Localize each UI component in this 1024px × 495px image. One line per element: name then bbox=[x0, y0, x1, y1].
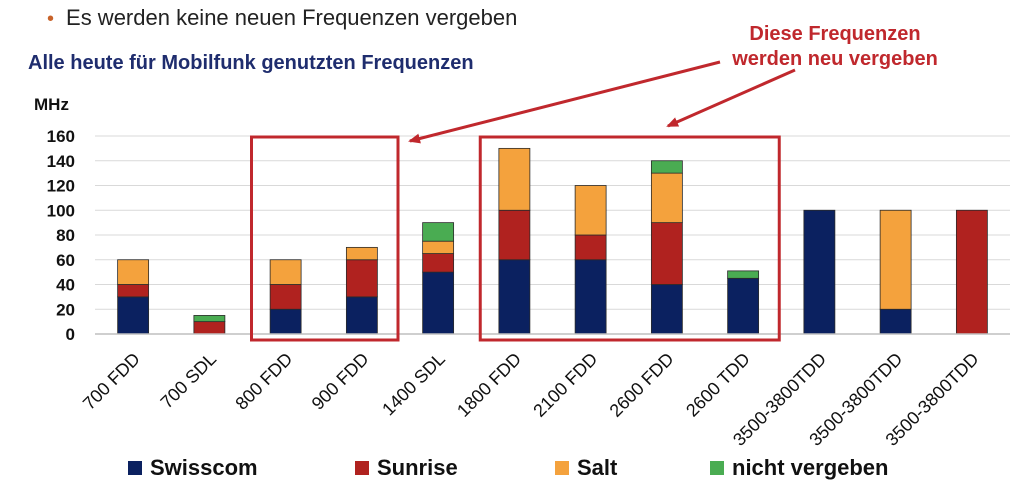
bar-segment-swisscom bbox=[879, 308, 912, 335]
bar-segment-sunrise bbox=[193, 321, 226, 335]
bar-segment-sunrise bbox=[269, 284, 302, 310]
highlight-box bbox=[478, 135, 781, 342]
y-tick-label: 100 bbox=[47, 201, 75, 220]
legend-swatch bbox=[128, 461, 142, 475]
bar-segment-salt bbox=[269, 259, 302, 285]
y-tick-label: 120 bbox=[47, 177, 75, 196]
y-tick-label: 20 bbox=[56, 300, 75, 319]
bar-segment-swisscom bbox=[422, 271, 455, 335]
legend-item: Sunrise bbox=[355, 455, 458, 481]
annotation-line-1: Diese Frequenzen bbox=[749, 23, 921, 45]
legend-label: nicht vergeben bbox=[732, 455, 889, 480]
bar-segment-salt bbox=[879, 209, 912, 310]
bar-segment-swisscom bbox=[345, 296, 378, 335]
x-tick-label: 700 FDD bbox=[79, 349, 144, 414]
annotation-arrows bbox=[408, 60, 796, 144]
stacked-bar-chart: 0 20 40 60 80 100 120 140 160 MHz 700 FDD 700 SDL 80… bbox=[34, 60, 1010, 450]
bar-segment-salt bbox=[117, 259, 150, 285]
highlight-boxes bbox=[250, 135, 781, 342]
bar-segment-salt bbox=[422, 240, 455, 254]
bar-segment-sunrise bbox=[117, 284, 150, 298]
bar-segment-sunrise bbox=[345, 259, 378, 298]
bar-segment-swisscom bbox=[117, 296, 150, 335]
bar-segment-sunrise bbox=[498, 209, 531, 261]
bar-segment-swisscom bbox=[803, 209, 836, 335]
y-tick-label: 140 bbox=[47, 152, 75, 171]
x-tick-label: 2600 FDD bbox=[606, 349, 678, 421]
bar-segment-swisscom bbox=[498, 259, 531, 335]
bullet-text: Es werden keine neuen Frequenzen vergebe… bbox=[66, 5, 518, 30]
bar-segment-salt bbox=[574, 185, 607, 236]
bar-segment-sunrise bbox=[574, 234, 607, 261]
y-tick-label: 160 bbox=[47, 127, 75, 146]
y-tick-label: 60 bbox=[56, 251, 75, 270]
bar-segment-nicht-vergeben bbox=[193, 315, 226, 323]
x-tick-label: 1800 FDD bbox=[453, 349, 525, 421]
annotation-text: Diese Frequenzen werden neu vergeben bbox=[700, 22, 970, 72]
y-tick-label: 40 bbox=[56, 276, 75, 295]
bar-segment-swisscom bbox=[650, 284, 683, 335]
x-tick-label: 2100 FDD bbox=[529, 349, 601, 421]
x-tick-label: 800 FDD bbox=[231, 349, 296, 414]
legend-item: nicht vergeben bbox=[710, 455, 888, 481]
bar-segment-salt bbox=[498, 147, 531, 211]
y-tick-label: 80 bbox=[56, 226, 75, 245]
bar-segment-salt bbox=[650, 172, 683, 224]
bar-segment-sunrise bbox=[955, 209, 988, 335]
bar-segment-swisscom bbox=[574, 259, 607, 335]
highlight-box bbox=[250, 135, 400, 342]
x-tick-label: 900 FDD bbox=[308, 349, 373, 414]
bar-segment-swisscom bbox=[269, 308, 302, 335]
legend-swatch bbox=[710, 461, 724, 475]
legend-label: Swisscom bbox=[150, 455, 258, 480]
x-tick-label: 2600 TDD bbox=[682, 349, 754, 421]
chart-subtitle: Alle heute für Mobilfunk genutzten Frequ… bbox=[28, 52, 474, 74]
gridlines bbox=[95, 135, 1010, 310]
legend-item: Swisscom bbox=[128, 455, 258, 481]
arrow-left bbox=[408, 60, 721, 144]
bullet-dot-icon: • bbox=[47, 8, 55, 30]
y-tick-label: 0 bbox=[66, 325, 75, 344]
bar-segment-nicht-vergeben bbox=[727, 270, 760, 279]
arrow-right bbox=[666, 68, 796, 128]
y-axis-label: MHz bbox=[34, 95, 69, 114]
bar-segment-sunrise bbox=[422, 253, 455, 273]
bar-segment-swisscom bbox=[727, 277, 760, 335]
bar-segment-nicht-vergeben bbox=[650, 160, 683, 174]
legend-label: Salt bbox=[577, 455, 618, 480]
legend-swatch bbox=[355, 461, 369, 475]
x-tick-label: 700 SDL bbox=[157, 349, 221, 413]
bar-segment-salt bbox=[345, 246, 378, 261]
bar-segment-sunrise bbox=[650, 222, 683, 285]
legend-swatch bbox=[555, 461, 569, 475]
legend-item: Salt bbox=[555, 455, 617, 481]
x-tick-label: 1400 SDL bbox=[378, 349, 449, 420]
bar-segment-nicht-vergeben bbox=[422, 222, 455, 242]
bars bbox=[117, 147, 988, 335]
bullet-line: • Es werden keine neuen Frequenzen vergeb… bbox=[47, 5, 517, 31]
legend-label: Sunrise bbox=[377, 455, 458, 480]
annotation-line-2: werden neu vergeben bbox=[732, 48, 938, 70]
legend: Swisscom Sunrise Salt nicht vergeben bbox=[0, 455, 1024, 485]
